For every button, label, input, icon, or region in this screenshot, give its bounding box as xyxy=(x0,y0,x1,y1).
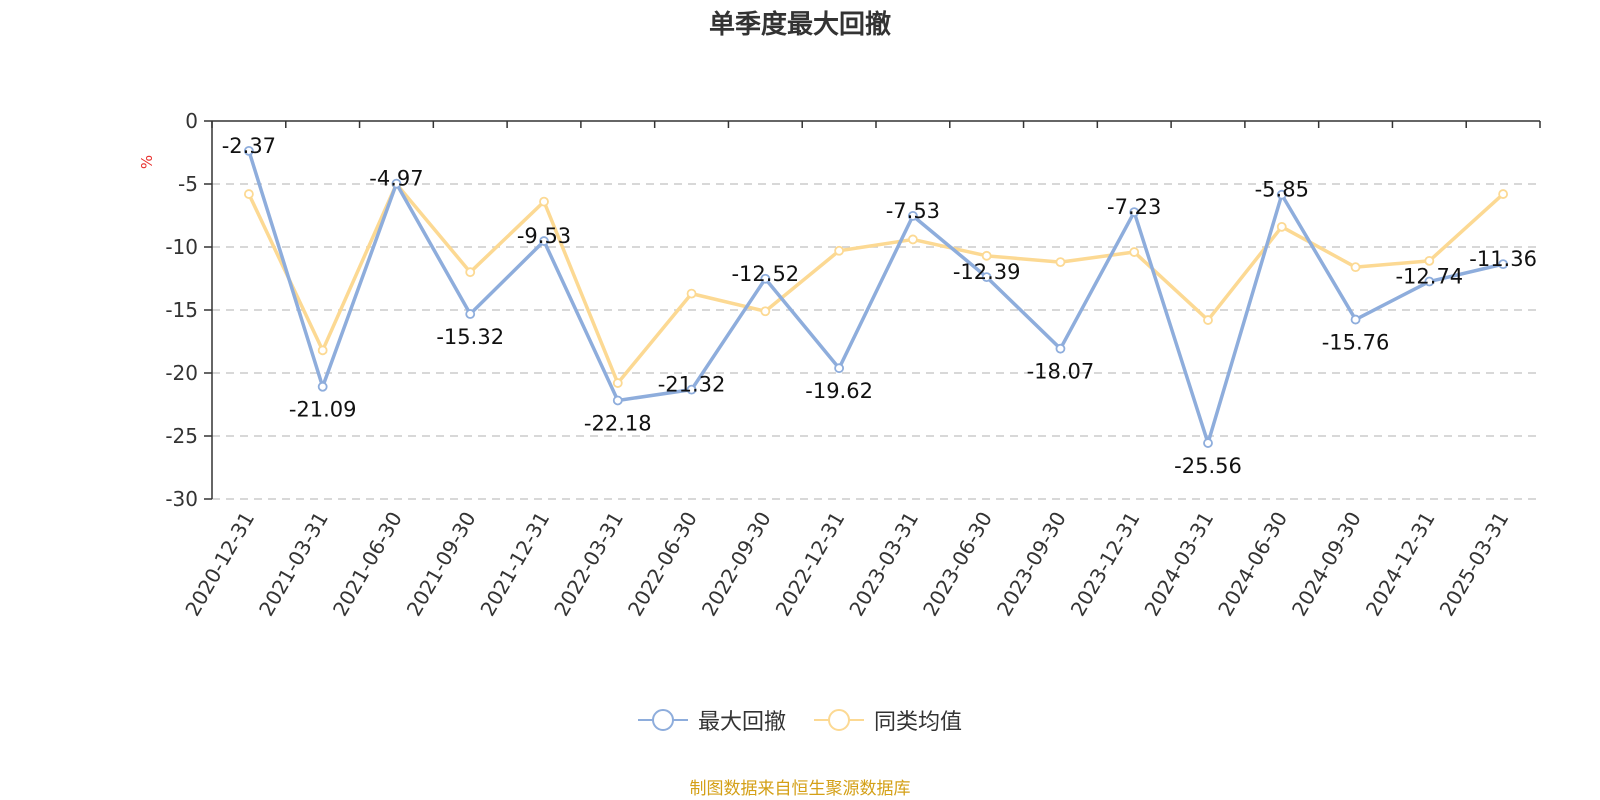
data-point xyxy=(760,306,771,317)
data-point xyxy=(539,196,549,207)
data-point xyxy=(981,250,992,261)
data-point xyxy=(612,378,623,388)
data-label: -19.62 xyxy=(805,379,873,403)
data-point xyxy=(391,178,402,189)
x-tick-label: 2025-03-31 xyxy=(1435,508,1514,621)
y-tick-label: 0 xyxy=(185,109,198,133)
chart-title: 单季度最大回撤 xyxy=(708,10,891,40)
data-point xyxy=(981,272,992,283)
data-label: -2.37 xyxy=(222,134,276,158)
data-point xyxy=(1350,262,1361,273)
y-tick-label: -15 xyxy=(165,298,198,322)
data-point xyxy=(612,395,623,406)
data-label: -22.18 xyxy=(584,411,652,435)
data-point xyxy=(317,345,328,356)
x-tick-label: 2024-09-30 xyxy=(1287,508,1366,621)
series-line xyxy=(247,182,1505,385)
data-point xyxy=(907,210,918,221)
series-lines xyxy=(243,145,1509,448)
legend-item-peer-average[interactable]: 同类均值 xyxy=(814,704,962,736)
data-label: -21.09 xyxy=(289,398,357,422)
y-tick-label: -30 xyxy=(165,487,198,511)
data-label: -7.23 xyxy=(1107,195,1161,219)
data-point xyxy=(686,384,697,395)
x-tick-label: 2024-06-30 xyxy=(1213,508,1292,621)
x-tick-label: 2022-09-30 xyxy=(697,508,776,621)
x-tick-label: 2024-03-31 xyxy=(1139,508,1218,621)
data-label: -15.76 xyxy=(1322,331,1390,355)
y-tick-label: -20 xyxy=(165,361,198,385)
data-point xyxy=(1424,255,1435,266)
data-point xyxy=(243,145,254,156)
data-point xyxy=(760,273,771,284)
y-tick-label: -10 xyxy=(165,235,198,259)
data-point xyxy=(1498,259,1509,270)
data-point xyxy=(907,234,918,245)
x-tick-label: 2023-03-31 xyxy=(844,508,923,621)
data-label: -4.97 xyxy=(369,167,423,191)
data-point xyxy=(1350,314,1361,325)
legend-line-circle-icon xyxy=(637,709,688,731)
series-line xyxy=(247,150,1504,445)
data-point xyxy=(686,288,697,299)
y-axis-unit: % xyxy=(138,155,156,169)
x-tick-label: 2024-12-31 xyxy=(1361,508,1440,621)
data-point xyxy=(465,267,476,278)
data-point xyxy=(1424,276,1435,287)
data-point xyxy=(317,381,328,392)
data-label: -5.85 xyxy=(1255,178,1309,202)
data-point xyxy=(1276,189,1287,200)
x-tick-label: 2021-09-30 xyxy=(402,508,481,621)
data-label: -15.32 xyxy=(436,325,504,349)
data-label: -12.74 xyxy=(1395,265,1463,289)
x-tick-label: 2022-06-30 xyxy=(623,508,702,621)
legend-label: 同类均值 xyxy=(874,710,963,735)
data-point xyxy=(834,245,845,256)
data-label: -12.39 xyxy=(953,260,1021,284)
data-point xyxy=(1129,207,1140,217)
data-point xyxy=(834,363,845,374)
data-point xyxy=(243,189,254,199)
data-point xyxy=(1498,189,1509,199)
data-point xyxy=(1276,221,1287,232)
data-label: -9.53 xyxy=(517,224,571,248)
legend: 最大回撤 同类均值 xyxy=(0,704,1600,736)
x-tick-label: 2023-09-30 xyxy=(992,508,1071,621)
x-tick-label: 2021-12-31 xyxy=(475,508,554,621)
data-point xyxy=(539,236,549,246)
y-tick-label: -25 xyxy=(165,424,198,448)
legend-line-circle-icon xyxy=(814,709,864,731)
legend-item-max-drawdown[interactable]: 最大回撤 xyxy=(637,704,786,736)
data-label: -12.52 xyxy=(731,262,799,286)
data-label: -21.32 xyxy=(658,373,726,397)
data-label: -11.36 xyxy=(1469,247,1537,271)
x-tick-label: 2022-03-31 xyxy=(549,508,628,621)
data-point xyxy=(1055,343,1066,354)
y-tick-label: -5 xyxy=(178,172,198,196)
data-point xyxy=(1055,257,1066,268)
x-tick-label: 2022-12-31 xyxy=(771,508,850,621)
data-label: -7.53 xyxy=(886,199,940,223)
data-labels: -2.37 -21.09 -4.97 -15.32 -9.53 -22.18-21.32 -… xyxy=(222,134,1537,478)
data-point xyxy=(465,309,476,319)
source-note: 制图数据来自恒生聚源数据库 xyxy=(689,779,911,799)
x-tick-label: 2021-06-30 xyxy=(328,508,407,621)
data-point xyxy=(1129,247,1140,257)
data-point xyxy=(1203,438,1213,448)
x-tick-label: 2023-06-30 xyxy=(918,508,997,621)
data-point xyxy=(1203,315,1213,325)
x-tick-label: 2023-12-31 xyxy=(1066,508,1145,621)
x-tick-label: 2021-03-31 xyxy=(254,508,333,621)
data-label: -18.07 xyxy=(1027,360,1095,384)
x-tick-label: 2020-12-31 xyxy=(180,508,259,621)
data-label: -25.56 xyxy=(1174,454,1242,478)
legend-label: 最大回撤 xyxy=(697,710,786,735)
